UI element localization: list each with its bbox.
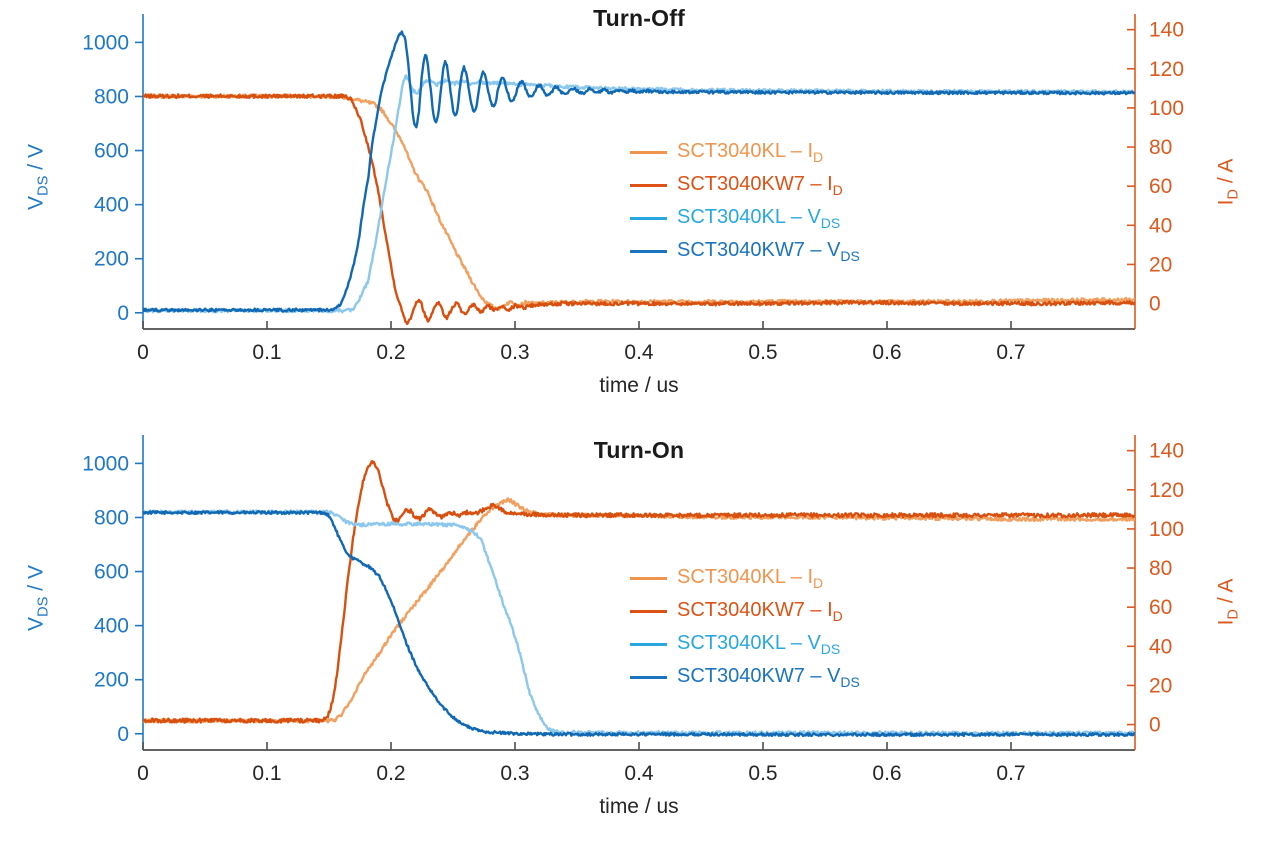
series-sct3040kw7-vds xyxy=(143,510,1135,738)
x-tick-label: 0 xyxy=(137,762,149,785)
legend-label: SCT3040KL – ID xyxy=(677,566,824,591)
y-right-tick-label: 80 xyxy=(1149,136,1172,159)
x-tick-label: 0.4 xyxy=(624,341,654,364)
y-left-tick-label: 1000 xyxy=(82,31,129,54)
legend-item: SCT3040KW7 – ID xyxy=(630,169,860,202)
legend-swatch-line xyxy=(630,643,667,646)
x-tick-label: 0.7 xyxy=(996,341,1025,364)
y-right-tick-label: 40 xyxy=(1149,214,1172,237)
y-right-tick-label: 40 xyxy=(1149,635,1172,658)
x-tick-label: 0.1 xyxy=(252,341,281,364)
chart-title-turn-off: Turn-Off xyxy=(593,5,685,31)
legend-swatch-line xyxy=(630,151,667,154)
x-tick-label: 0.4 xyxy=(624,762,654,785)
legend-swatch-line xyxy=(630,250,667,253)
x-tick-label: 0.6 xyxy=(872,762,901,785)
x-tick-label: 0.2 xyxy=(376,341,405,364)
y-right-tick-label: 120 xyxy=(1149,479,1184,502)
legend-swatch-line xyxy=(630,217,667,220)
x-tick-label: 0.6 xyxy=(872,341,901,364)
x-tick-label: 0.2 xyxy=(376,762,405,785)
legend-item: SCT3040KW7 – ID xyxy=(630,595,860,628)
y-left-tick-label: 200 xyxy=(94,248,129,271)
legend-swatch-line xyxy=(630,610,667,613)
y-right-tick-label: 100 xyxy=(1149,97,1184,120)
legend-swatch-line xyxy=(630,184,667,187)
legend-label: SCT3040KL – ID xyxy=(677,140,824,165)
y-right-tick-label: 0 xyxy=(1149,293,1161,316)
legend-label: SCT3040KW7 – VDS xyxy=(677,665,860,690)
y-axis-label-right: ID / A xyxy=(1214,578,1242,626)
legend-item: SCT3040KW7 – VDS xyxy=(630,235,860,268)
y-axis-label-left: VDS / V xyxy=(24,144,52,210)
x-tick-label: 0.1 xyxy=(252,762,281,785)
series-sct3040kw7-id xyxy=(143,460,1135,724)
legend-item: SCT3040KL – VDS xyxy=(630,202,860,235)
legend-label: SCT3040KW7 – ID xyxy=(677,599,843,624)
y-axis-label-right: ID / A xyxy=(1214,158,1242,206)
y-axis-label-left: VDS / V xyxy=(24,565,52,631)
plot-area-turn-off: 0 0.1 0.2 0.3 0.4 0.5 0.6 0.7 0 200 400 600 800 1000 0… xyxy=(82,14,1184,364)
y-left-tick-label: 200 xyxy=(94,669,129,692)
y-left-tick-label: 800 xyxy=(94,85,129,108)
legend-swatch-line xyxy=(630,577,667,580)
x-tick-label: 0.5 xyxy=(748,341,777,364)
legend-item: SCT3040KL – VDS xyxy=(630,628,860,661)
y-left-tick-label: 600 xyxy=(94,561,129,584)
x-tick-label: 0.5 xyxy=(748,762,777,785)
legend: SCT3040KL – ID SCT3040KW7 – ID SCT3040KL –… xyxy=(630,562,860,694)
series-sct3040kw7-id xyxy=(143,93,1135,326)
y-left-tick-label: 400 xyxy=(94,194,129,217)
x-tick-label: 0.7 xyxy=(996,762,1025,785)
y-left-tick-label: 400 xyxy=(94,615,129,638)
legend-swatch-line xyxy=(630,676,667,679)
y-left-tick-label: 0 xyxy=(117,302,129,325)
y-right-tick-label: 140 xyxy=(1149,19,1184,42)
y-left-tick-label: 600 xyxy=(94,140,129,163)
plot-area-turn-on: 0 0.1 0.2 0.3 0.4 0.5 0.6 0.7 0 200 400 600 800 1000 0… xyxy=(82,435,1184,785)
legend-label: SCT3040KW7 – VDS xyxy=(677,239,860,264)
legend-item: SCT3040KW7 – VDS xyxy=(630,661,860,694)
x-tick-label: 0 xyxy=(137,341,149,364)
legend: SCT3040KL – ID SCT3040KW7 – ID SCT3040KL –… xyxy=(630,136,860,268)
y-right-tick-label: 100 xyxy=(1149,518,1184,541)
chart-title-turn-on: Turn-On xyxy=(593,437,685,463)
legend-label: SCT3040KW7 – ID xyxy=(677,173,843,198)
y-right-tick-label: 60 xyxy=(1149,175,1172,198)
y-right-tick-label: 0 xyxy=(1149,714,1161,737)
series-sct3040kw7-vds xyxy=(143,30,1135,313)
y-right-tick-label: 60 xyxy=(1149,596,1172,619)
y-left-tick-label: 800 xyxy=(94,506,129,529)
legend-label: SCT3040KL – VDS xyxy=(677,206,841,231)
x-axis-label: time / us xyxy=(599,795,679,818)
y-right-tick-label: 80 xyxy=(1149,557,1172,580)
x-tick-label: 0.3 xyxy=(500,341,529,364)
legend-item: SCT3040KL – ID xyxy=(630,562,860,595)
y-right-tick-label: 140 xyxy=(1149,440,1184,463)
legend-item: SCT3040KL – ID xyxy=(630,136,860,169)
y-left-tick-label: 1000 xyxy=(82,452,129,475)
x-tick-label: 0.3 xyxy=(500,762,529,785)
x-axis-label: time / us xyxy=(599,374,679,397)
y-right-tick-label: 20 xyxy=(1149,674,1172,697)
y-right-tick-label: 120 xyxy=(1149,58,1184,81)
y-right-tick-label: 20 xyxy=(1149,253,1172,276)
y-left-tick-label: 0 xyxy=(117,723,129,746)
legend-label: SCT3040KL – VDS xyxy=(677,632,841,657)
